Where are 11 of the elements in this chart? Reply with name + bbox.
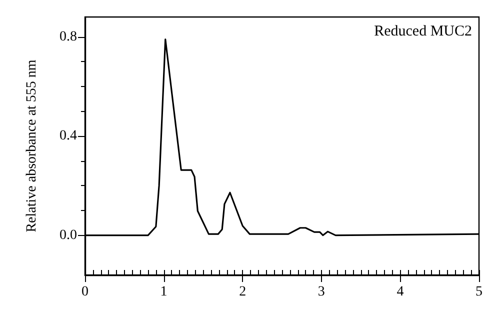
x-tick-label: 2	[239, 284, 246, 300]
y-axis-title: Relative absorbance at 555 nm	[24, 60, 40, 232]
y-tick-label: 0.8	[60, 29, 77, 44]
x-tick-label: 5	[476, 284, 482, 300]
x-tick-label: 0	[82, 284, 88, 300]
x-tick-label: 3	[318, 284, 325, 300]
x-tick-label: 1	[160, 284, 168, 300]
y-tick-label: 0.4	[60, 128, 77, 144]
x-tick-label: 4	[396, 284, 404, 300]
y-tick-label: 0.0	[60, 228, 77, 243]
annotation: Reduced MUC2	[374, 24, 472, 40]
